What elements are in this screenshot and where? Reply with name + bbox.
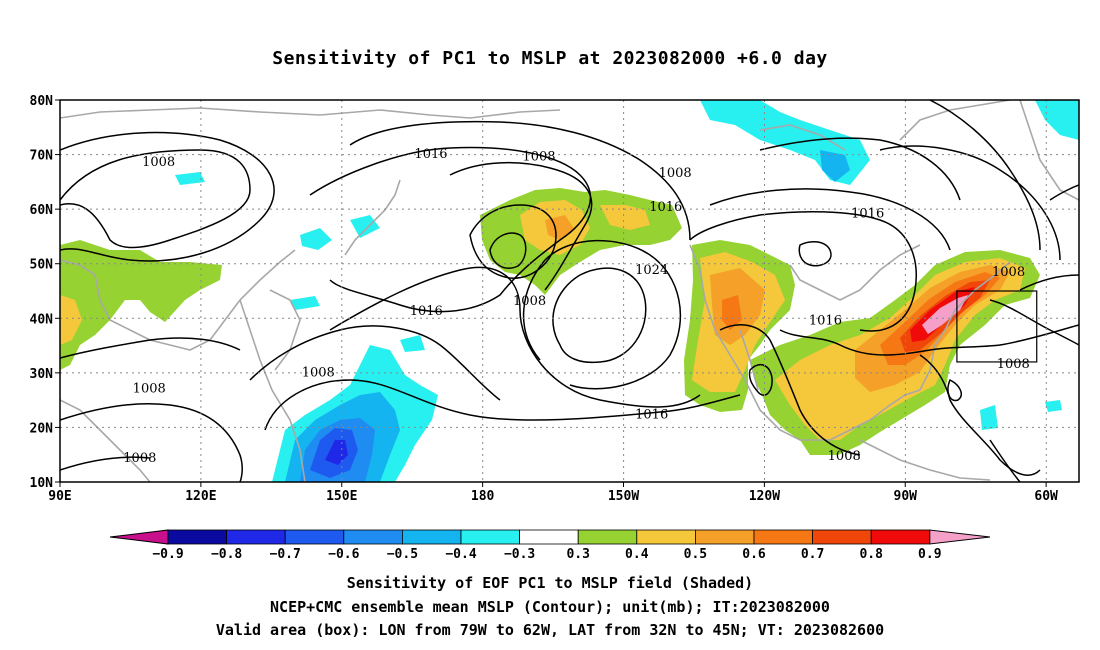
colorbar-swatch	[401, 529, 462, 545]
contour-label: 1008	[992, 265, 1025, 280]
colorbar-swatch	[519, 529, 579, 545]
colorbar-label: 0.4	[625, 547, 649, 562]
contour-label: 1016	[649, 200, 682, 215]
positive-shading	[600, 205, 650, 230]
colorbar-label: −0.7	[270, 547, 301, 562]
lat-axis: 80N 70N 60N 50N 40N 30N 20N 10N	[30, 94, 60, 491]
colorbar: −0.9 −0.8 −0.7 −0.6 −0.5 −0.4 −0.3 0.3 0.4 0.5 0.6…	[109, 529, 991, 562]
contour-label: 1008	[123, 451, 156, 466]
contour-label: 1008	[997, 357, 1030, 372]
contour-label: 1008	[133, 381, 166, 396]
lat-tick-label: 60N	[30, 203, 54, 218]
colorbar-swatch	[577, 529, 638, 545]
contour-label: 1016	[410, 304, 443, 319]
contour-label: 1016	[635, 408, 668, 423]
colorbar-label: 0.7	[801, 547, 824, 562]
colorbar-right-arrow	[929, 529, 991, 545]
colorbar-swatch	[812, 529, 872, 545]
lon-axis: 90E 120E 150E 180 150W 120W 90W 60W	[48, 482, 1058, 504]
shading-layer	[60, 100, 1079, 482]
colorbar-swatch	[284, 529, 345, 545]
lon-tick-label: 120E	[185, 489, 216, 504]
caption-line-1: Sensitivity of EOF PC1 to MSLP field (Sh…	[346, 574, 754, 592]
lat-tick-label: 50N	[30, 258, 54, 273]
colorbar-label: 0.5	[684, 547, 707, 562]
colorbar-label: 0.9	[918, 547, 941, 562]
colorbar-swatch	[753, 529, 813, 545]
negative-shading	[980, 405, 998, 430]
positive-shading	[722, 295, 742, 330]
lon-tick-label: 120W	[749, 489, 780, 504]
contour-label: 1008	[659, 166, 692, 181]
contour-labels: 1008 1016 1008 1008 1016 1016 1024 1008 1016 1008…	[123, 147, 1030, 466]
colorbar-swatch	[695, 529, 755, 545]
colorbar-label: −0.6	[328, 547, 359, 562]
negative-shading	[820, 150, 850, 182]
colorbar-swatch	[167, 529, 227, 545]
colorbar-label: −0.4	[445, 547, 476, 562]
coastlines	[60, 100, 1079, 482]
colorbar-label: −0.3	[504, 547, 535, 562]
colorbar-label: −0.8	[211, 547, 242, 562]
colorbar-swatch	[636, 529, 696, 545]
colorbar-left-arrow	[109, 529, 169, 545]
negative-shading	[300, 228, 332, 250]
contour-label: 1008	[302, 365, 335, 380]
lon-tick-label: 90E	[48, 489, 71, 504]
map-title: Sensitivity of PC1 to MSLP at 2023082000…	[272, 48, 828, 69]
lon-tick-label: 150E	[326, 489, 357, 504]
lon-tick-label: 60W	[1034, 489, 1058, 504]
lon-tick-label: 180	[471, 489, 495, 504]
negative-shading	[400, 335, 425, 352]
negative-shading	[350, 215, 380, 238]
lat-tick-label: 80N	[30, 94, 54, 109]
valid-area-box	[956, 290, 1038, 363]
lat-tick-label: 70N	[30, 149, 54, 164]
lon-tick-label: 90W	[894, 489, 918, 504]
lat-tick-label: 20N	[30, 421, 54, 436]
colorbar-swatch	[460, 529, 520, 545]
grid	[60, 100, 1079, 482]
negative-shading	[175, 172, 205, 185]
lat-tick-label: 10N	[30, 476, 54, 491]
colorbar-swatch	[226, 529, 286, 545]
lat-tick-label: 30N	[30, 367, 54, 382]
caption-line-3: Valid area (box): LON from 79W to 62W, L…	[215, 621, 885, 639]
lon-tick-label: 150W	[608, 489, 639, 504]
contour-label: 1024	[635, 263, 668, 278]
lat-tick-label: 40N	[30, 312, 54, 327]
contour-label: 1008	[142, 155, 175, 170]
contour-label: 1008	[828, 449, 861, 464]
contour-label: 1016	[809, 314, 842, 329]
colorbar-label: 0.3	[566, 547, 589, 562]
mslp-contours	[60, 100, 1079, 482]
colorbar-swatch	[870, 529, 931, 545]
contour-label: 1016	[851, 207, 884, 222]
negative-shading	[1035, 100, 1079, 140]
positive-shading	[60, 295, 82, 345]
colorbar-label: −0.9	[152, 547, 183, 562]
caption-line-2: NCEP+CMC ensemble mean MSLP (Contour); u…	[270, 598, 830, 616]
plot-frame	[59, 99, 1080, 483]
colorbar-label: 0.6	[742, 547, 766, 562]
colorbar-label: 0.8	[859, 547, 883, 562]
negative-shading	[290, 296, 320, 310]
contour-label: 1008	[522, 149, 555, 164]
negative-shading	[1045, 400, 1062, 412]
colorbar-swatch	[343, 529, 403, 545]
contour-label: 1016	[414, 147, 447, 162]
colorbar-label: −0.5	[387, 547, 418, 562]
contour-label: 1008	[513, 294, 546, 309]
negative-shading	[325, 440, 348, 465]
positive-shading	[60, 240, 222, 370]
